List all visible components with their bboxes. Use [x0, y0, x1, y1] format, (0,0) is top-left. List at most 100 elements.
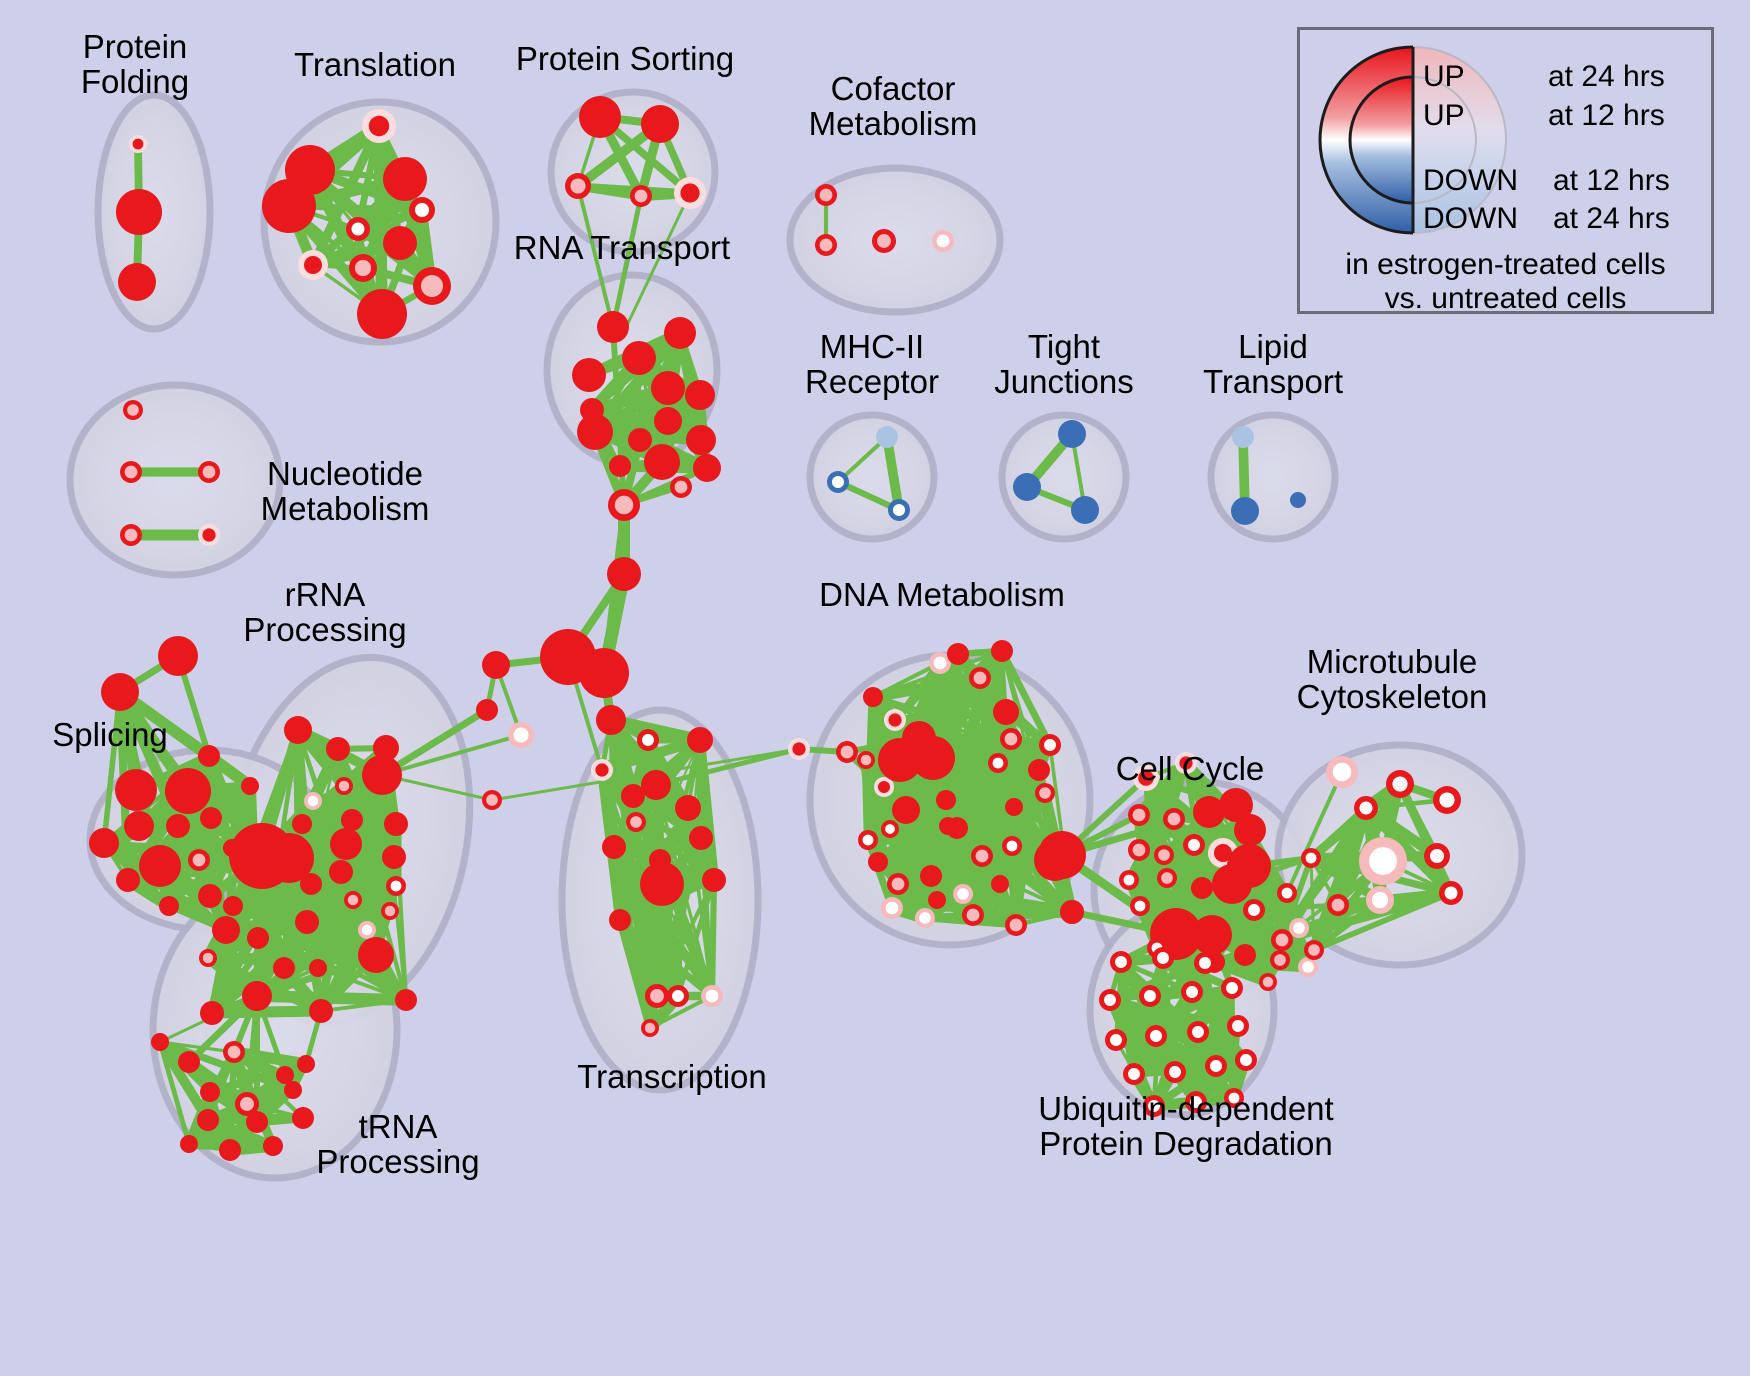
network-node-splicing-7 [89, 828, 119, 858]
network-node-transcription-8 [602, 835, 626, 859]
network-node-ubiquitin-degradation-4-core [1144, 990, 1156, 1002]
network-edge [601, 502, 627, 676]
legend-state-2: DOWN [1423, 164, 1518, 197]
network-node-dna-metabolism-31 [878, 738, 922, 782]
network-node-ubiquitin-degradation-13-core [1210, 1060, 1222, 1072]
network-node-cofactor-metabolism-3-core [936, 234, 950, 248]
network-node-trna-processing-8 [219, 1139, 241, 1161]
network-node-translation-10 [357, 289, 407, 339]
network-node-rna-transport-10 [644, 444, 680, 480]
network-edge [1149, 1061, 1221, 1111]
network-node-translation-7-core [304, 256, 322, 274]
network-node-ubiquitin-degradation-16-core [1240, 1054, 1252, 1066]
network-node-ubiquitin-degradation-0-core [1115, 956, 1127, 968]
network-node-rrna-processing-17-core [347, 894, 359, 906]
network-node-cell-cycle-1-core [1179, 756, 1193, 770]
network-node-dna-metabolism-10 [892, 796, 920, 824]
network-node-cell-cycle-8-core [1132, 843, 1146, 857]
network-node-trna-processing-13 [297, 1055, 315, 1073]
network-edge [616, 916, 654, 1032]
network-edge [1251, 902, 1341, 913]
network-node-trna-processing-5 [246, 1111, 268, 1133]
network-node-cell-cycle-14 [1212, 864, 1252, 904]
network-node-splicing-9 [200, 807, 222, 829]
network-node-dna-metabolism-3 [863, 687, 883, 707]
network-node-cell-cycle-22-core [1293, 922, 1305, 934]
network-node-rrna-processing-15 [229, 823, 295, 889]
legend-ring-diagram [1318, 45, 1507, 235]
network-node-translation-8-core [354, 259, 372, 277]
network-node-rna-transport-8 [580, 398, 604, 422]
network-edge [1360, 802, 1457, 899]
network-node-splicing-16 [159, 896, 179, 916]
network-node-protein-folding-1 [116, 189, 162, 235]
network-node-rna-transport-7 [577, 414, 613, 450]
network-node-splicing-14 [198, 884, 222, 908]
network-node-dna-metabolism-21-core [891, 877, 905, 891]
network-node-splicing-0 [158, 636, 198, 676]
network-node-rna-transport-3 [572, 358, 606, 392]
network-node-transcription-13 [609, 909, 631, 931]
network-node-dna-metabolism-1 [947, 643, 969, 665]
network-node-transcription-16-core [705, 989, 719, 1003]
network-node-bridges-10-core [792, 742, 806, 756]
network-node-cell-cycle-26-core [1262, 976, 1274, 988]
network-node-rrna-processing-7 [362, 755, 402, 795]
network-node-dna-metabolism-27-core [966, 908, 980, 922]
legend-time-2: at 12 hrs [1553, 164, 1670, 197]
network-edge [156, 1038, 297, 1094]
network-node-splicing-3 [115, 769, 157, 811]
network-node-dna-metabolism-19-core [1006, 840, 1018, 852]
network-node-microtubule-cytoskeleton-3-core [1439, 792, 1455, 808]
network-edge [228, 1046, 312, 1070]
network-edge [998, 647, 1054, 749]
network-edge [1285, 770, 1344, 895]
network-node-ubiquitin-degradation-3-core [1104, 994, 1116, 1006]
network-node-cofactor-metabolism-0-core [819, 188, 833, 202]
network-node-cell-cycle-3-core [1167, 812, 1181, 826]
network-edge [610, 193, 644, 330]
network-edge [886, 825, 941, 904]
network-node-rrna-processing-20-core [361, 924, 373, 936]
network-node-protein-sorting-1 [641, 105, 679, 143]
network-node-splicing-2 [198, 745, 220, 767]
network-node-cell-cycle-12-core [1123, 874, 1135, 886]
network-node-rrna-processing-4-core [307, 795, 319, 807]
network-edge [834, 478, 903, 514]
network-node-dna-metabolism-0-core [933, 656, 947, 670]
network-node-cell-cycle-0-core [1138, 770, 1154, 786]
network-node-ubiquitin-degradation-15-core [1190, 1096, 1202, 1108]
network-node-cell-cycle-13-core [1161, 872, 1173, 884]
network-node-dna-metabolism-25-core [885, 901, 899, 915]
network-edge [1000, 649, 1018, 927]
network-node-transcription-11 [640, 862, 684, 906]
network-node-rrna-processing-25 [309, 959, 327, 977]
network-node-rrna-processing-8 [330, 828, 362, 860]
network-node-trna-processing-7 [180, 1135, 198, 1153]
network-node-rrna-processing-0 [284, 716, 312, 744]
network-node-bridges-1-core [674, 480, 688, 494]
network-edge [1110, 982, 1238, 1046]
network-edge [206, 1005, 327, 1019]
network-node-trna-processing-11 [284, 1081, 302, 1099]
network-node-rrna-processing-3-core [338, 780, 350, 792]
network-node-dna-metabolism-7 [993, 699, 1019, 725]
network-node-cell-cycle-7-core [1188, 839, 1200, 851]
network-node-mhc-ii-receptor-0-core [880, 430, 894, 444]
network-node-rrna-processing-5 [292, 814, 312, 834]
network-edge [380, 733, 523, 777]
network-node-transcription-10 [689, 826, 713, 850]
network-edge [185, 992, 261, 1066]
network-node-translation-0-core [368, 115, 390, 137]
legend-footer-line1: in estrogen-treated cells [1345, 248, 1666, 281]
network-node-tight-junctions-1 [1013, 473, 1041, 501]
network-edge [1311, 890, 1454, 953]
network-edge [157, 1039, 192, 1147]
network-node-rrna-processing-6 [341, 809, 363, 831]
network-node-rna-transport-0 [597, 311, 629, 343]
network-node-protein-sorting-4-core [680, 183, 700, 203]
network-node-rrna-processing-11 [300, 873, 322, 895]
network-node-rna-transport-4 [651, 371, 685, 405]
network-edge [616, 916, 716, 1000]
network-node-transcription-7 [675, 795, 701, 821]
